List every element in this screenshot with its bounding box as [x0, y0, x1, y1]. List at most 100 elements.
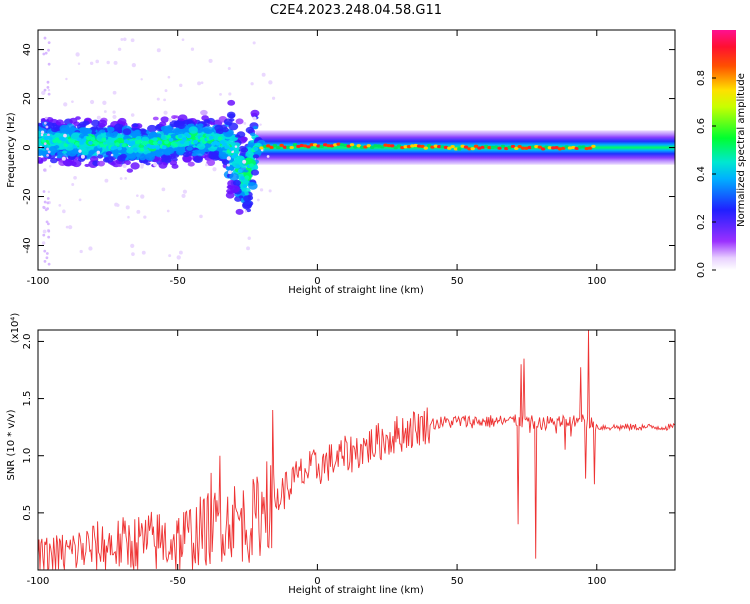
ridge-peak [282, 145, 288, 149]
heatmap-outlier [124, 177, 127, 180]
heatmap-cell [145, 152, 156, 161]
ridge-peak [567, 146, 573, 150]
heatmap-outlier [127, 215, 130, 219]
heatmap-edge [44, 116, 48, 120]
heatmap-outlier [212, 167, 217, 172]
ridge-peak [581, 145, 586, 149]
heatmap-outlier [79, 249, 83, 254]
heatmap-outlier [168, 254, 172, 258]
heatmap-edge [43, 259, 47, 263]
heatmap-cell [195, 150, 205, 157]
heatmap-cell [45, 116, 54, 123]
heatmap-cell [225, 191, 235, 199]
heatmap-outlier [68, 225, 73, 230]
heatmap-edge [43, 168, 46, 172]
core-cell [74, 141, 80, 146]
heatmap-outlier [181, 193, 186, 198]
heatmap-outlier [252, 41, 256, 45]
ridge-peak [286, 145, 291, 149]
heatmap-outlier [179, 83, 183, 88]
heatmap-outlier [65, 77, 68, 81]
heatmap-cell [145, 162, 151, 166]
ridge-peak [353, 145, 358, 149]
heatmap-cell [91, 131, 97, 135]
core-cell [173, 143, 178, 148]
bottom-axis-ticks: -100 -50 0 50 100 0.5 1.0 1.5 2.0 [22, 330, 675, 587]
ridge-peak [443, 145, 449, 150]
heatmap-outlier [131, 63, 136, 68]
bottom-xtick-label: 50 [451, 576, 464, 587]
heatmap-outlier [226, 156, 231, 161]
heatmap-outlier [140, 162, 145, 167]
heatmap-cell [53, 132, 62, 139]
snr-series-line [38, 330, 675, 570]
heatmap-cell [156, 133, 162, 137]
heatmap-outlier [106, 60, 110, 65]
heatmap-outlier [246, 246, 250, 251]
heatmap-edge [46, 80, 50, 84]
heatmap-cell [51, 126, 59, 133]
heatmap-outlier [266, 155, 270, 158]
heatmap-cell [182, 151, 191, 158]
core-cell [155, 145, 160, 150]
heatmap-edge [43, 121, 47, 125]
heatmap-cell [159, 121, 167, 127]
heatmap-cell [239, 156, 245, 160]
core-cell [161, 145, 167, 150]
heatmap-outlier [122, 163, 127, 169]
heatmap-cell [102, 157, 110, 163]
heatmap-edge [46, 201, 50, 205]
heatmap-outlier [112, 114, 117, 119]
core-cell [47, 136, 53, 141]
heatmap-edge [47, 92, 51, 96]
ridge-peak [584, 146, 589, 151]
ridge-peak [517, 144, 522, 149]
ridge-peak [500, 144, 506, 148]
top-ylabel: Frequency (Hz) [6, 112, 17, 188]
ridge-peak [470, 147, 475, 151]
ridge-peak [510, 144, 516, 149]
heatmap-cell [250, 169, 260, 176]
core-cell [130, 140, 136, 145]
heatmap-cell [126, 168, 134, 173]
ridge-peak [440, 145, 445, 149]
heatmap-outlier [227, 170, 232, 175]
colorbar-tick-label: 0.6 [696, 118, 707, 134]
ridge-peak [272, 144, 278, 148]
heatmap-outlier [244, 210, 248, 213]
bottom-multiplier: (x10⁴) [10, 313, 21, 344]
ridge-peak [369, 145, 375, 149]
heatmap-cell [133, 129, 141, 135]
heatmap-cell [203, 126, 214, 135]
core-cell [199, 136, 205, 141]
heatmap-outlier [78, 198, 82, 202]
heatmap-cell [200, 109, 208, 116]
heatmap-edge [47, 62, 51, 66]
heatmap-cell [61, 150, 68, 154]
top-ytick-label: 20 [22, 92, 33, 105]
ridge-peak [487, 145, 492, 150]
ridge-peak [430, 145, 435, 149]
ridge-peak [326, 144, 331, 148]
heatmap-cell [177, 123, 185, 130]
heatmap-outlier [167, 75, 171, 79]
heatmap-outlier [95, 59, 99, 64]
heatmap-edge [45, 252, 49, 255]
bottom-xtick-label: 100 [587, 576, 606, 587]
heatmap-outlier [71, 183, 75, 186]
core-cell [177, 134, 183, 139]
ridge-peak [323, 143, 328, 147]
heatmap-cell [117, 163, 123, 167]
heatmap-cell [126, 148, 134, 154]
heatmap-outlier [41, 241, 46, 245]
heatmap-cell [188, 126, 198, 134]
heatmap-outlier [140, 78, 143, 81]
colorbar-tick-label: 0.0 [696, 262, 707, 278]
heatmap-cell [235, 208, 244, 215]
ridge-peak [473, 144, 479, 148]
core-cell [152, 141, 158, 146]
heatmap-cell [201, 154, 207, 159]
heatmap-outlier [247, 236, 251, 240]
core-cell [157, 140, 163, 145]
ridge-peak [530, 145, 536, 149]
